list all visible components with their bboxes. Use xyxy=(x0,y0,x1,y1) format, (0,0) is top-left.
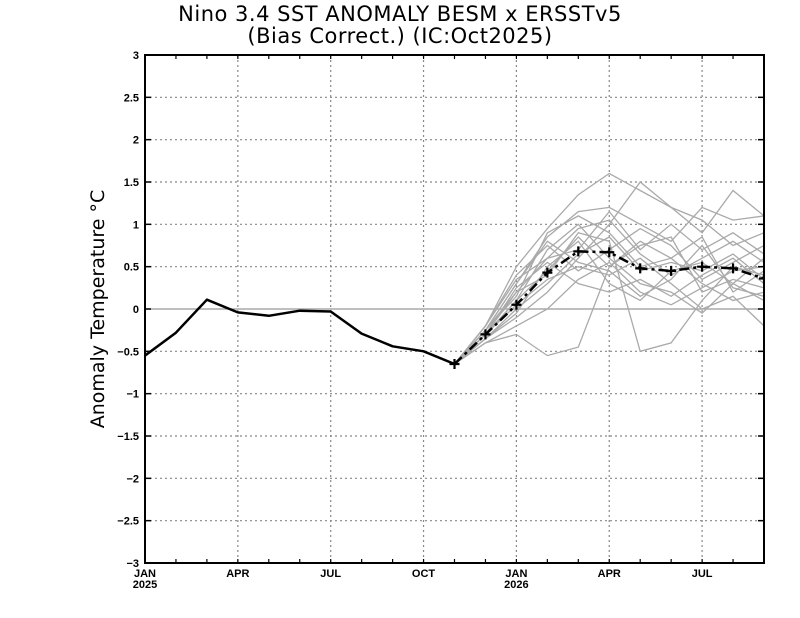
y-tick-label: 2 xyxy=(133,135,139,147)
y-axis-label: Anomaly Temperature °C xyxy=(87,190,109,429)
ensemble-mean-marker xyxy=(480,329,491,340)
axes: 32.521.510.50−0.5−1−1.5−2−2.5−3JAN2025AP… xyxy=(117,50,765,591)
y-tick-label: −1.5 xyxy=(117,431,139,443)
ensemble-mean-marker xyxy=(666,265,677,276)
x-tick-year-label: 2025 xyxy=(133,579,157,591)
y-tick-label: 1 xyxy=(133,219,139,231)
y-tick-label: 0 xyxy=(133,304,139,316)
ensemble-mean-marker xyxy=(759,273,764,284)
data-series xyxy=(145,246,764,370)
y-tick-label: 2.5 xyxy=(124,92,139,104)
ensemble-member-line xyxy=(454,232,764,365)
x-tick-label: JAN xyxy=(505,568,527,580)
ensemble-member-line xyxy=(454,219,764,365)
y-tick-label: −1 xyxy=(126,389,139,401)
ensemble-member-line xyxy=(454,215,764,365)
ensemble-mean-marker xyxy=(573,246,584,257)
chart-title-line1: Nino 3.4 SST ANOMALY BESM x ERSSTv5 xyxy=(178,2,622,26)
y-tick-label: −2 xyxy=(126,473,139,485)
x-tick-label: OCT xyxy=(412,568,436,580)
ensemble-member-line xyxy=(453,172,764,365)
observed-line xyxy=(145,298,455,366)
y-tick-label: 3 xyxy=(133,50,139,62)
grid-lines xyxy=(145,55,764,563)
ensemble-mean-marker xyxy=(604,247,615,258)
x-tick-label: JUL xyxy=(692,568,713,580)
ensemble-member-line xyxy=(454,257,764,365)
ensemble-member-line xyxy=(454,261,764,365)
ensemble-member-line xyxy=(454,181,764,365)
y-tick-label: −3 xyxy=(126,558,139,570)
x-tick-label: APR xyxy=(598,568,621,580)
ensemble-mean-marker xyxy=(542,267,553,278)
y-tick-label: −2.5 xyxy=(117,516,139,528)
ensemble-mean-marker xyxy=(635,263,646,274)
y-tick-label: 1.5 xyxy=(124,177,139,189)
ensemble-mean-marker xyxy=(511,299,522,310)
ensemble-member-line xyxy=(453,210,764,365)
ensemble-mean-marker xyxy=(449,359,460,370)
x-tick-label: APR xyxy=(226,568,249,580)
y-tick-label: −0.5 xyxy=(117,346,139,358)
ensemble-member-line xyxy=(454,236,764,365)
x-tick-year-label: 2026 xyxy=(504,579,528,591)
x-tick-label: JUL xyxy=(320,568,341,580)
x-tick-label: JAN xyxy=(134,568,156,580)
ensemble-mean-marker xyxy=(728,263,739,274)
chart-title-line2: (Bias Correct.) (IC:Oct2025) xyxy=(247,24,553,48)
ensemble-member-line xyxy=(454,240,764,365)
y-tick-label: 0.5 xyxy=(124,262,139,274)
ensemble-member-line xyxy=(454,236,764,365)
ensemble-mean-marker xyxy=(697,261,708,272)
